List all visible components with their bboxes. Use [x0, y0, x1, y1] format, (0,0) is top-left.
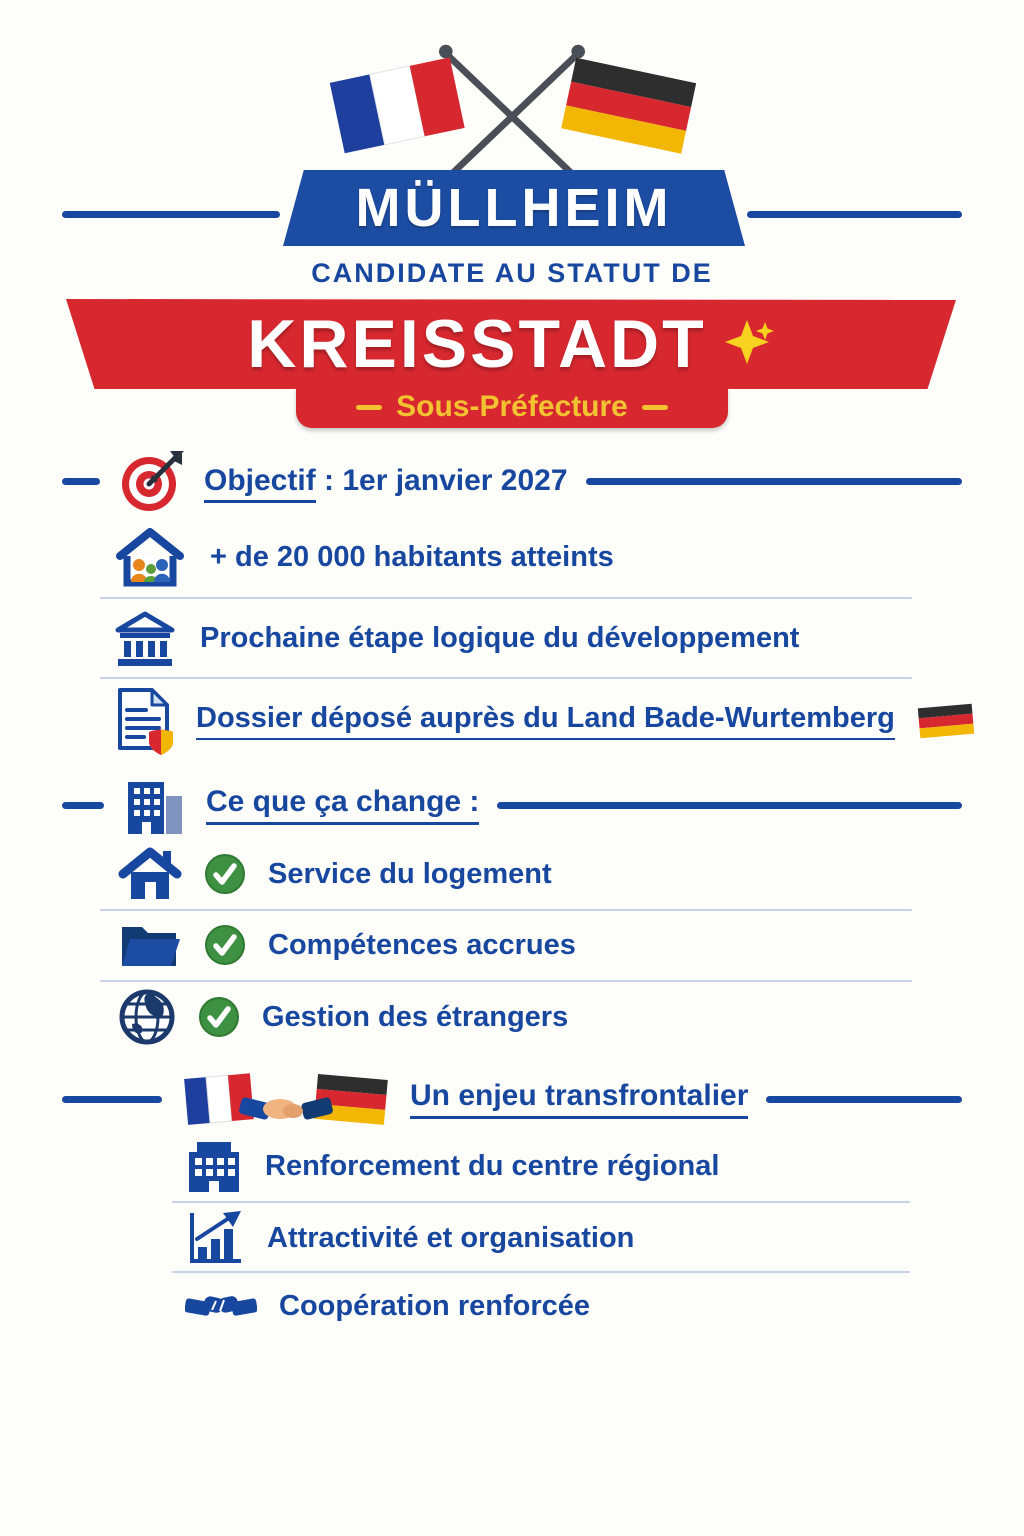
objective-label: Objectif — [204, 464, 316, 503]
crossborder-header: Un enjeu transfrontalier — [62, 1066, 962, 1132]
left-rule — [62, 1095, 162, 1103]
family-house-icon — [112, 524, 188, 590]
objective-text: Objectif : 1er janvier 2027 — [204, 464, 568, 503]
crossborder-text: Renforcement du centre régional — [265, 1149, 720, 1182]
changes-heading: Ce que ça change : — [206, 785, 480, 825]
crossed-flags — [327, 34, 697, 185]
crossborder-text: Attractivité et organisation — [267, 1221, 635, 1254]
fact-row-population: + de 20 000 habitants atteints — [112, 525, 614, 589]
status-title: KREISSTADT — [247, 306, 707, 382]
right-rule — [497, 801, 962, 809]
separator — [100, 597, 912, 599]
city-name: MÜLLHEIM — [355, 178, 673, 238]
regional-building-icon — [185, 1138, 243, 1194]
separator — [100, 677, 912, 679]
status-subtitle: Sous-Préfecture — [396, 390, 628, 423]
left-rule — [62, 477, 100, 485]
left-rule — [62, 211, 280, 218]
check-icon — [198, 996, 240, 1038]
candidate-line: CANDIDATE AU STATUT DE — [311, 258, 713, 288]
separator — [100, 980, 912, 982]
germany-flag-icon — [915, 699, 977, 743]
changes-header: Ce que ça change : — [62, 772, 962, 838]
crossborder-row-attractivite: Attractivité et organisation — [185, 1209, 634, 1267]
change-text: Gestion des étrangers — [262, 1000, 569, 1033]
growth-chart-icon — [185, 1209, 245, 1267]
sparkle-icon — [724, 320, 774, 364]
crossborder-text: Coopération renforcée — [279, 1289, 590, 1322]
city-banner: MÜLLHEIM — [283, 170, 745, 246]
separator — [172, 1271, 910, 1273]
right-rule — [766, 1095, 962, 1103]
change-text: Compétences accrues — [268, 928, 576, 961]
fact-text: + de 20 000 habitants atteints — [210, 540, 614, 573]
change-text: Service du logement — [268, 857, 552, 890]
fact-text: Prochaine étape logique du développement — [200, 621, 800, 654]
folder-icon — [118, 920, 182, 970]
separator — [100, 909, 912, 911]
change-row-etrangers: Gestion des étrangers — [118, 988, 568, 1046]
objective-value: : 1er janvier 2027 — [315, 464, 568, 497]
crossed-flags-icon — [329, 44, 697, 176]
house-icon — [118, 845, 182, 903]
city-building-icon — [122, 774, 188, 836]
crossborder-heading: Un enjeu transfrontalier — [410, 1079, 749, 1119]
right-rule — [747, 211, 962, 218]
check-icon — [204, 924, 246, 966]
change-row-competences: Compétences accrues — [118, 917, 576, 973]
status-subtitle-tab: Sous-Préfecture — [296, 386, 728, 428]
document-shield-icon — [112, 686, 176, 756]
right-rule — [585, 477, 962, 485]
dash-decoration — [356, 404, 383, 410]
crossborder-row-cooperation: Coopération renforcée — [185, 1280, 590, 1332]
fact-text: Dossier déposé auprès du Land Bade-Wurte… — [196, 702, 895, 740]
status-banner: KREISSTADT — [66, 299, 956, 389]
bank-icon — [112, 607, 178, 669]
fact-row-development: Prochaine étape logique du développement — [112, 607, 799, 669]
left-rule — [62, 801, 104, 809]
check-icon — [204, 853, 246, 895]
handshake-icon — [185, 1283, 257, 1329]
crossborder-row-centre: Renforcement du centre régional — [185, 1138, 719, 1194]
target-icon — [118, 447, 186, 515]
separator — [172, 1201, 910, 1203]
germany-flag-icon — [561, 57, 697, 154]
objective-header: Objectif : 1er janvier 2027 — [62, 445, 962, 517]
dash-decoration — [641, 404, 668, 410]
change-row-logement: Service du logement — [118, 846, 552, 902]
flags-handshake-icon — [180, 1068, 392, 1130]
globe-icon — [118, 988, 176, 1046]
france-flag-icon — [329, 57, 465, 154]
fact-row-dossier: Dossier déposé auprès du Land Bade-Wurte… — [112, 687, 977, 755]
